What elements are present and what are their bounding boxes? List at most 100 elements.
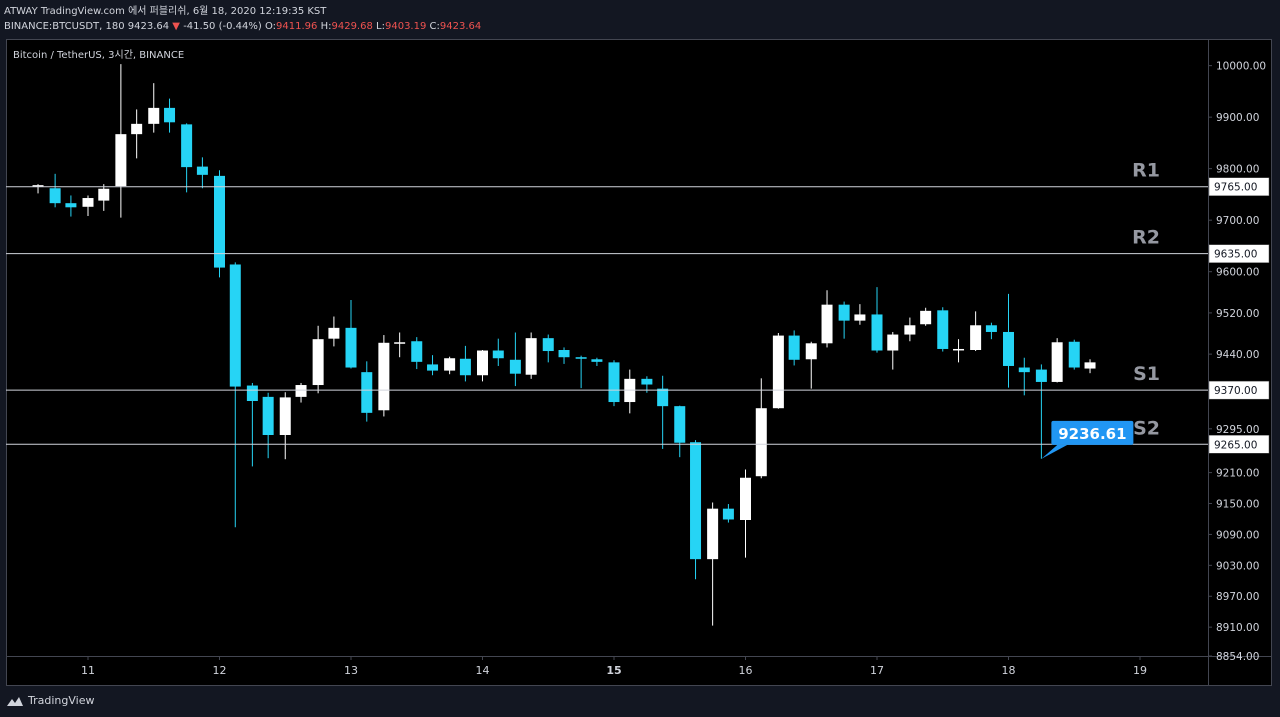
candle: [279, 392, 291, 460]
open-label: O:: [264, 21, 277, 32]
candle: [707, 502, 719, 626]
candle-body: [542, 338, 554, 352]
candle-body: [755, 408, 767, 477]
y-tick-label: 9520.00: [1216, 308, 1259, 320]
candle: [591, 357, 603, 366]
level-name-r2: R2: [1132, 227, 1160, 249]
y-tick-label: 9800.00: [1216, 164, 1259, 176]
candle-body: [459, 358, 471, 376]
candle: [1035, 364, 1047, 459]
price-change: -41.50 (-0.44%): [183, 21, 262, 32]
publish-info: ATWAY TradingView.com 에서 퍼블리쉬, 6월 18, 20…: [4, 6, 327, 17]
candle-body: [1035, 369, 1047, 382]
candle-body: [838, 304, 850, 321]
x-tick-label: 17: [870, 664, 884, 677]
low-value: 9403.19: [384, 21, 427, 32]
close-value: 9423.64: [439, 21, 482, 32]
candle: [459, 345, 471, 382]
price-axis-background: [1208, 39, 1272, 656]
candle-body: [328, 327, 340, 339]
down-arrow-icon: ▼: [172, 21, 180, 32]
candle-body: [98, 188, 110, 201]
candle-body: [1018, 367, 1030, 373]
low-label: L:: [376, 21, 385, 32]
candle: [985, 322, 997, 340]
candle: [32, 184, 44, 194]
candle: [477, 350, 488, 382]
candle-body: [772, 335, 784, 409]
candle: [788, 330, 800, 366]
candle-body: [164, 107, 176, 123]
y-tick-label: 8910.00: [1216, 622, 1259, 634]
candle-body: [394, 342, 406, 344]
candle: [722, 504, 734, 523]
y-tick-label: 9210.00: [1216, 468, 1259, 480]
candle-body: [707, 508, 719, 560]
candle-body: [1068, 341, 1080, 368]
y-tick-label: 9090.00: [1216, 529, 1259, 541]
candle: [295, 382, 307, 403]
chart-title: Bitcoin / TetherUS, 3시간, BINANCE: [13, 49, 184, 61]
level-price-tag: [1208, 177, 1270, 196]
candle-body: [525, 338, 537, 375]
candle: [1068, 339, 1080, 370]
candle: [690, 440, 702, 580]
y-tick-label: 9900.00: [1216, 112, 1259, 124]
candle: [214, 170, 225, 278]
level-name-r1: R1: [1132, 160, 1160, 182]
candle-body: [788, 335, 800, 360]
y-tick-label: 9600.00: [1216, 267, 1259, 279]
level-price-tag: [1208, 380, 1270, 400]
callout-label: 9236.61: [1058, 425, 1126, 443]
candle-body: [591, 359, 603, 362]
candle-body: [904, 325, 916, 335]
high-value: 9429.68: [331, 21, 373, 32]
level-price-label: 9370.00: [1214, 385, 1257, 397]
level-price-label: 9635.00: [1214, 249, 1257, 261]
candle-body: [821, 304, 833, 344]
candle-body: [444, 358, 456, 371]
chart-border: [6, 39, 1272, 686]
candle: [427, 355, 439, 376]
x-tick-label: 11: [81, 664, 95, 677]
level-price-tag: [1208, 244, 1270, 263]
level-name-s2: S2: [1133, 417, 1160, 439]
candle: [148, 83, 160, 133]
candle: [854, 304, 866, 325]
candle-body: [1051, 342, 1063, 382]
y-tick-label: 8854.00: [1216, 651, 1259, 663]
footer: TradingView: [0, 688, 1280, 717]
candle: [196, 157, 208, 189]
candle: [444, 356, 456, 375]
candle-body: [131, 123, 143, 135]
candle-body: [871, 314, 883, 351]
tradingview-logo[interactable]: TradingView: [6, 694, 94, 707]
candle-body: [1084, 362, 1096, 369]
candle: [509, 332, 521, 387]
candle-body: [477, 350, 488, 376]
candle-body: [690, 442, 702, 560]
candlestick-chart[interactable]: Bitcoin / TetherUS, 3시간, BINANCE 10000.00…: [0, 0, 1280, 688]
candle: [674, 405, 686, 458]
candle: [378, 335, 390, 417]
candle: [542, 334, 554, 363]
candle: [164, 98, 176, 133]
candle: [1051, 338, 1063, 383]
level-price-label: 9765.00: [1214, 182, 1257, 194]
candle: [821, 290, 833, 348]
candle-body: [295, 385, 307, 397]
symbol-price: BINANCE:BTCUSDT, 180 9423.64: [4, 21, 170, 32]
candle: [246, 382, 258, 467]
candle: [394, 332, 406, 358]
candle-body: [887, 334, 899, 351]
candle: [608, 360, 620, 407]
price-callout: 9236.61: [1041, 420, 1134, 459]
x-tick-label: 19: [1133, 664, 1147, 677]
candle: [345, 300, 357, 369]
y-tick-label: 8970.00: [1216, 591, 1259, 603]
candle: [361, 361, 373, 422]
candle: [937, 307, 949, 352]
candle-body: [279, 397, 291, 435]
candle-body: [361, 372, 373, 413]
candle: [772, 333, 784, 409]
